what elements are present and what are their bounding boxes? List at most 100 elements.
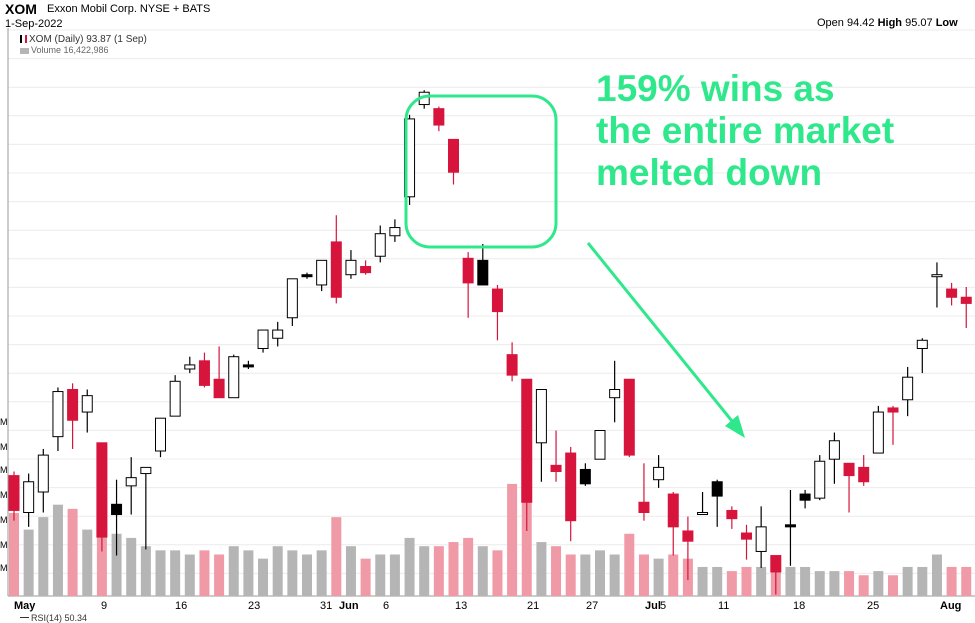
candle-body <box>125 477 137 487</box>
volume-bar <box>961 566 972 596</box>
candle-body <box>521 378 533 503</box>
volume-bar <box>551 546 562 596</box>
volume-bar <box>287 550 298 596</box>
low-label: Low <box>935 17 958 29</box>
volume-bar <box>82 529 93 596</box>
volume-bar <box>844 571 855 596</box>
volume-bar <box>888 575 898 596</box>
volume-bar <box>140 546 151 596</box>
volume-bars <box>9 483 972 596</box>
volume-bar <box>463 537 474 596</box>
y-tick-label: M <box>0 465 8 475</box>
candle-body <box>257 329 269 349</box>
volume-bar <box>814 571 825 596</box>
candle-body <box>360 266 372 274</box>
y-tick-label: M <box>0 563 8 573</box>
price-legend-text: XOM (Daily) 93.87 (1 Sep) <box>29 34 147 45</box>
candle-body <box>741 532 752 540</box>
candle-body <box>462 257 474 284</box>
candle-body <box>155 417 166 452</box>
volume-bar <box>199 550 210 596</box>
x-tick-label: 11 <box>718 600 729 612</box>
candle-body <box>902 376 914 401</box>
volume-bar <box>800 566 811 596</box>
volume-bar <box>433 546 444 596</box>
candle-body <box>81 395 93 413</box>
volume-bar <box>595 550 605 596</box>
x-tick-label: 25 <box>867 600 879 612</box>
candle-body <box>550 464 562 473</box>
x-axis-ticks: May9162331Jun6132127Jul5111825Aug8 <box>14 600 961 612</box>
volume-bar <box>23 529 34 596</box>
x-tick-label: 18 <box>793 600 805 612</box>
volume-bar <box>155 550 166 596</box>
volume-bar <box>829 571 840 596</box>
annotation-line-1: 159% wins as <box>596 68 835 109</box>
volume-bar <box>170 550 181 596</box>
volume-bar <box>858 575 869 596</box>
candle-body <box>653 466 665 481</box>
volume-bar <box>258 558 269 596</box>
volume-bar <box>507 483 518 596</box>
candle-body <box>67 389 79 421</box>
volume-bar <box>785 566 796 596</box>
volume-bar <box>873 571 884 596</box>
volume-bar <box>712 566 723 596</box>
chart-grid <box>7 28 975 597</box>
open-value: 94.42 <box>846 17 875 29</box>
candle-body <box>506 354 518 376</box>
candle-body <box>784 524 796 528</box>
candle-body <box>330 241 342 298</box>
x-tick-label: May <box>14 600 36 612</box>
candle-body <box>814 460 826 499</box>
volume-bar <box>316 550 327 596</box>
volume-bar <box>302 554 312 596</box>
ohl-readout: Open 94.42 High 95.07 Low <box>817 17 958 29</box>
volume-bar <box>184 554 195 596</box>
open-label: Open <box>817 17 844 29</box>
volume-bar <box>243 550 254 596</box>
candle-body <box>843 462 855 477</box>
candle-body <box>697 512 709 515</box>
x-tick-label: 21 <box>527 600 539 612</box>
volume-legend-icon <box>20 47 29 54</box>
volume-bar <box>67 508 78 596</box>
volume-bar <box>272 546 283 596</box>
x-tick-label: 9 <box>101 600 107 612</box>
annotation-arrowhead <box>725 415 745 438</box>
candle-body <box>858 466 870 483</box>
candle-body <box>931 274 943 278</box>
rsi-legend-text: RSI(14) 50.34 <box>31 613 88 623</box>
x-tick-label: 27 <box>586 600 598 612</box>
candle-body <box>286 278 298 319</box>
volume-bar <box>331 517 342 596</box>
volume-bar <box>653 558 664 596</box>
volume-bar <box>52 504 63 596</box>
candle-body <box>213 378 225 399</box>
candle-body <box>374 233 386 257</box>
price-legend: XOM (Daily) 93.87 (1 Sep) <box>20 34 147 45</box>
x-tick-label: Aug <box>940 600 961 612</box>
annotation-arrow-shaft <box>586 242 738 427</box>
candle-body <box>272 329 284 339</box>
candle-body <box>242 364 254 368</box>
candle-body <box>433 108 445 126</box>
annotation-line-3: melted down <box>596 152 823 193</box>
candle-body <box>726 509 738 520</box>
volume-bar <box>624 533 635 596</box>
x-tick-label: 31 <box>320 600 332 612</box>
volume-bar <box>931 554 942 596</box>
volume-bar <box>668 554 679 596</box>
candle-body <box>887 407 899 413</box>
candle-body <box>8 475 20 511</box>
candle-body <box>96 442 108 538</box>
volume-bar <box>345 546 356 596</box>
candle-body <box>535 389 547 444</box>
candle-body <box>638 501 650 513</box>
chart-date: 1-Sep-2022 <box>5 18 63 30</box>
candle-body <box>609 389 621 399</box>
candle-body <box>828 440 840 460</box>
company-name: Exxon Mobil Corp. NYSE + BATS <box>47 3 211 15</box>
volume-bar <box>214 554 225 596</box>
volume-bar <box>96 525 107 596</box>
